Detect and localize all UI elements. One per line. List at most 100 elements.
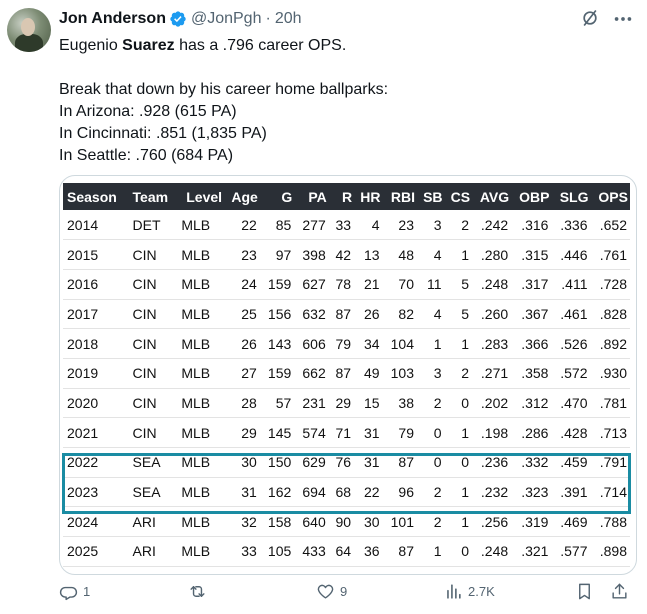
separator-dot: · bbox=[265, 10, 271, 27]
table-cell: 2019 bbox=[63, 358, 129, 389]
verified-badge-icon[interactable] bbox=[169, 10, 187, 28]
table-cell: 574 bbox=[294, 417, 329, 448]
table-cell: 76 bbox=[328, 447, 355, 478]
grok-icon[interactable] bbox=[580, 8, 600, 28]
table-cell: 640 bbox=[294, 506, 329, 538]
bookmark-icon bbox=[579, 583, 590, 599]
avatar[interactable] bbox=[7, 8, 51, 52]
table-cell: .312 bbox=[511, 388, 552, 419]
reply-button[interactable]: 1 bbox=[59, 578, 90, 604]
table-cell: ARI bbox=[128, 536, 178, 567]
tweet-line-5: In Seattle: .760 (684 PA) bbox=[59, 147, 234, 164]
table-cell: .315 bbox=[511, 239, 552, 270]
table-cell: .572 bbox=[551, 358, 591, 389]
column-header: AVG bbox=[472, 183, 512, 210]
table-cell: 150 bbox=[259, 447, 295, 478]
table-row: 2023 SEA MLB 31 162 694 68 22 96 2 1.232.323.391.7… bbox=[63, 477, 630, 508]
table-cell: 30 bbox=[354, 506, 383, 538]
table-cell: CIN bbox=[128, 417, 178, 448]
reply-count: 1 bbox=[83, 583, 91, 599]
table-cell: 68 bbox=[328, 477, 355, 508]
author-handle[interactable]: @JonPgh bbox=[190, 10, 262, 27]
views-icon bbox=[447, 583, 461, 599]
table-cell: 1 bbox=[416, 328, 445, 359]
table-cell: 87 bbox=[328, 299, 355, 330]
table-cell: 24 bbox=[224, 269, 260, 300]
table-cell: 13 bbox=[354, 239, 383, 270]
table-cell: 2 bbox=[444, 358, 473, 389]
table-cell: 1 bbox=[416, 536, 445, 567]
table-cell: 32 bbox=[224, 506, 260, 538]
table-cell: 104 bbox=[382, 328, 417, 359]
table-cell: .791 bbox=[590, 447, 630, 478]
bookmark-button[interactable] bbox=[575, 578, 594, 604]
table-cell: .271 bbox=[472, 358, 512, 389]
table-cell: CIN bbox=[128, 388, 178, 419]
stats-table: Season Team Level Age G PA R HR RBI SB CS AVG OBP SLG… bbox=[63, 183, 630, 567]
author-name[interactable]: Jon Anderson bbox=[59, 10, 166, 27]
table-cell: .256 bbox=[472, 506, 512, 538]
table-cell: 2021 bbox=[63, 417, 129, 448]
table-cell: 143 bbox=[259, 328, 295, 359]
table-cell: .198 bbox=[472, 417, 512, 448]
table-cell: .336 bbox=[551, 210, 591, 241]
table-cell: 2 bbox=[416, 506, 445, 538]
table-cell: .232 bbox=[472, 477, 512, 508]
tweet-header: Jon Anderson @JonPgh · 20h bbox=[59, 8, 302, 30]
table-cell: CIN bbox=[128, 239, 178, 270]
timestamp[interactable]: 20h bbox=[274, 10, 302, 27]
table-cell: 2018 bbox=[63, 328, 129, 359]
table-row: 2020 CIN MLB 28 57 231 29 15 38 2 0.202.312.470.78… bbox=[63, 388, 630, 419]
column-header: R bbox=[328, 183, 355, 210]
table-cell: 87 bbox=[382, 536, 417, 567]
table-cell: 22 bbox=[224, 210, 260, 241]
table-cell: .728 bbox=[590, 269, 630, 300]
table-cell: .469 bbox=[551, 506, 591, 538]
table-cell: 87 bbox=[382, 447, 417, 478]
table-cell: .828 bbox=[590, 299, 630, 330]
like-button[interactable]: 9 bbox=[316, 578, 347, 604]
more-icon[interactable] bbox=[612, 8, 634, 30]
table-cell: 101 bbox=[382, 506, 417, 538]
table-cell: CIN bbox=[128, 358, 178, 389]
views-button[interactable]: 2.7K bbox=[444, 578, 495, 604]
media-image-stats-table[interactable]: Season Team Level Age G PA R HR RBI SB CS AVG OBP SLG… bbox=[59, 175, 637, 575]
table-cell: DET bbox=[128, 210, 178, 241]
table-cell: 5 bbox=[444, 299, 473, 330]
table-cell: 694 bbox=[294, 477, 329, 508]
table-cell: 145 bbox=[259, 417, 295, 448]
table-cell: 29 bbox=[224, 417, 260, 448]
table-cell: 21 bbox=[354, 269, 383, 300]
table-cell: 0 bbox=[444, 536, 473, 567]
table-cell: 2014 bbox=[63, 210, 129, 241]
table-cell: 5 bbox=[444, 269, 473, 300]
table-cell: 2025 bbox=[63, 536, 129, 567]
table-cell: 57 bbox=[259, 388, 295, 419]
table-cell: .323 bbox=[511, 477, 552, 508]
table-cell: .761 bbox=[590, 239, 630, 270]
table-cell: ARI bbox=[128, 506, 178, 538]
table-cell: 662 bbox=[294, 358, 329, 389]
table-cell: 2016 bbox=[63, 269, 129, 300]
table-cell: 49 bbox=[354, 358, 383, 389]
table-cell: .280 bbox=[472, 239, 512, 270]
table-cell: 33 bbox=[224, 536, 260, 567]
share-button[interactable] bbox=[610, 578, 629, 604]
table-cell: 42 bbox=[328, 239, 355, 270]
table-cell: 29 bbox=[328, 388, 355, 419]
table-cell: .652 bbox=[590, 210, 630, 241]
table-cell: .713 bbox=[590, 417, 630, 448]
table-cell: .930 bbox=[590, 358, 630, 389]
table-row: 2015 CIN MLB 23 97 398 42 13 48 4 1.280.315.446.76… bbox=[63, 239, 630, 270]
table-cell: 4 bbox=[354, 210, 383, 241]
table-row: 2019 CIN MLB 27 159 662 87 49 103 3 2.271.358.572.… bbox=[63, 358, 630, 389]
table-cell: 85 bbox=[259, 210, 295, 241]
table-cell: 2 bbox=[416, 388, 445, 419]
table-cell: 4 bbox=[416, 239, 445, 270]
table-cell: .714 bbox=[590, 477, 630, 508]
table-cell: 3 bbox=[416, 358, 445, 389]
table-cell: MLB bbox=[177, 358, 225, 389]
table-cell: 31 bbox=[224, 477, 260, 508]
repost-button[interactable] bbox=[188, 578, 212, 604]
table-cell: MLB bbox=[177, 269, 225, 300]
